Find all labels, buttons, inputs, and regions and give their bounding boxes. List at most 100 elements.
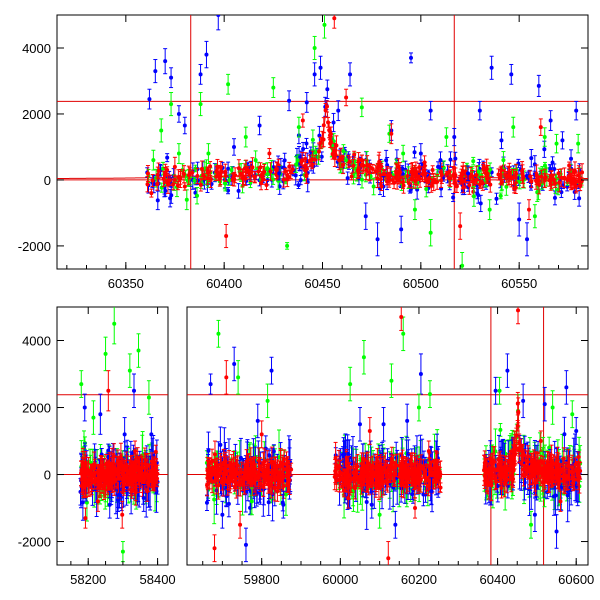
data-point-red — [390, 175, 395, 185]
x-tick-label: 60600 — [558, 572, 594, 587]
x-tick-label: 60400 — [480, 572, 516, 587]
data-point-red — [379, 182, 384, 191]
data-point-green — [401, 144, 406, 163]
data-point-red — [394, 163, 399, 184]
data-point-red — [534, 171, 539, 190]
data-point-green — [226, 73, 231, 95]
data-point-red — [224, 360, 229, 395]
data-point-green — [576, 133, 581, 154]
data-point-blue — [478, 194, 483, 213]
data-point-blue — [554, 514, 559, 549]
data-point-green — [554, 133, 559, 154]
data-point-green — [460, 252, 465, 269]
data-point-red — [389, 123, 394, 145]
data-point-red — [285, 169, 290, 182]
data-point-blue — [452, 127, 457, 147]
data-point-blue — [82, 393, 87, 422]
data-point-red — [181, 169, 186, 178]
x-tick-label: 59800 — [244, 572, 280, 587]
data-point-green — [79, 370, 84, 398]
data-point-red — [556, 168, 561, 178]
data-point-red — [328, 139, 333, 148]
data-point-red — [458, 212, 463, 240]
data-point-red — [324, 100, 329, 113]
data-point-blue — [168, 189, 173, 208]
data-point-red — [401, 177, 406, 194]
data-point-green — [285, 242, 290, 250]
data-point-red — [446, 165, 451, 179]
data-point-blue — [357, 407, 362, 442]
data-point-green — [471, 156, 476, 166]
data-point-red — [481, 161, 486, 172]
data-point-green — [159, 118, 164, 143]
data-point-blue — [418, 353, 423, 395]
data-point-red — [348, 156, 353, 168]
data-point-green — [570, 400, 575, 429]
data-point-green — [216, 319, 221, 348]
data-point-red — [551, 174, 556, 186]
data-point-red — [407, 178, 412, 188]
data-point-blue — [198, 63, 203, 85]
data-point-red — [349, 172, 354, 181]
data-point-blue — [176, 105, 181, 123]
data-point-red — [413, 497, 418, 519]
data-point-red — [516, 307, 521, 325]
data-point-red — [259, 420, 264, 449]
x-tick-label: 60450 — [304, 276, 340, 291]
data-point-blue — [106, 443, 111, 458]
data-point-green — [497, 376, 502, 405]
data-point-blue — [493, 376, 498, 405]
data-point-green — [184, 189, 189, 211]
data-point-green — [206, 143, 211, 164]
data-point-green — [344, 151, 349, 169]
data-point-red — [478, 176, 483, 188]
data-point-blue — [509, 63, 514, 85]
data-point-blue — [331, 112, 336, 133]
data-point-green — [416, 393, 421, 422]
data-point-blue — [153, 59, 158, 84]
data-point-red — [165, 166, 170, 174]
data-point-green — [271, 77, 276, 98]
data-point-red — [317, 142, 322, 161]
data-point-green — [353, 159, 358, 178]
bottom-segment-2-frame — [186, 306, 589, 566]
data-point-blue — [287, 90, 292, 112]
data-point-red — [454, 179, 459, 194]
data-point-green — [146, 380, 151, 415]
data-point-blue — [336, 100, 341, 122]
data-point-green — [361, 340, 366, 375]
data-point-green — [253, 150, 258, 170]
data-point-blue — [236, 183, 241, 199]
data-point-green — [169, 92, 174, 117]
data-point-green — [227, 174, 232, 186]
data-point-blue — [363, 202, 368, 230]
data-point-red — [512, 184, 517, 194]
data-point-blue — [232, 346, 237, 382]
data-point-green — [136, 333, 141, 368]
data-point-blue — [204, 40, 209, 69]
data-point-blue — [494, 192, 499, 205]
data-point-green — [371, 177, 376, 196]
data-point-blue — [525, 222, 530, 257]
data-point-blue — [451, 192, 456, 203]
data-point-green — [198, 92, 203, 117]
data-point-green — [542, 127, 547, 147]
data-point-red — [264, 179, 269, 191]
data-point-green — [511, 116, 516, 138]
data-point-blue — [304, 92, 309, 113]
data-point-red — [238, 168, 243, 179]
data-point-green — [195, 186, 200, 205]
data-point-green — [294, 156, 299, 173]
data-point-red — [521, 168, 526, 188]
data-point-red — [260, 175, 265, 185]
x-tick-label: 60400 — [206, 276, 242, 291]
data-point-red — [396, 158, 401, 176]
data-point-blue — [412, 146, 417, 159]
data-point-red — [310, 150, 315, 168]
data-point-red — [359, 154, 364, 166]
data-point-blue — [220, 500, 225, 529]
data-point-green — [151, 149, 156, 171]
data-point-green — [471, 186, 476, 207]
data-point-blue — [548, 110, 553, 131]
